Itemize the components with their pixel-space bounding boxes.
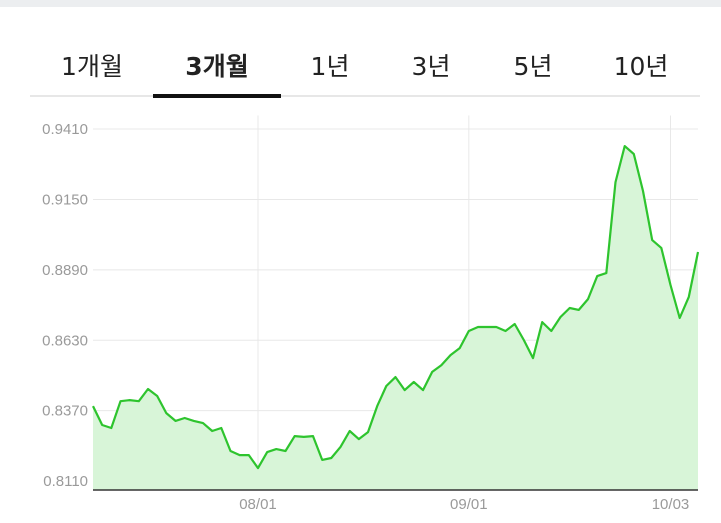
x-tick-label: 09/01 — [450, 496, 488, 513]
y-tick-label: 0.8110 — [43, 473, 88, 490]
active-tab-underline — [153, 94, 281, 98]
tab[interactable]: 10년 — [614, 52, 669, 81]
y-tick-label: 0.9150 — [42, 191, 88, 208]
tab[interactable]: 3년 — [412, 52, 451, 81]
area-fill — [93, 146, 698, 490]
y-tick-label: 0.8370 — [42, 403, 88, 420]
line — [92, 145, 700, 470]
tab[interactable]: 3개월 — [185, 52, 248, 81]
x-tick-label: 08/01 — [239, 496, 277, 513]
tab[interactable]: 1년 — [311, 52, 350, 81]
tab[interactable]: 1개월 — [61, 52, 123, 81]
top-strip — [0, 0, 721, 7]
x-tick-label: 10/03 — [652, 496, 690, 513]
y-tick-label: 0.8630 — [42, 332, 88, 349]
y-tick-label: 0.8890 — [42, 262, 88, 279]
tab[interactable]: 5년 — [514, 52, 553, 81]
y-tick-label: 0.9410 — [42, 121, 88, 138]
